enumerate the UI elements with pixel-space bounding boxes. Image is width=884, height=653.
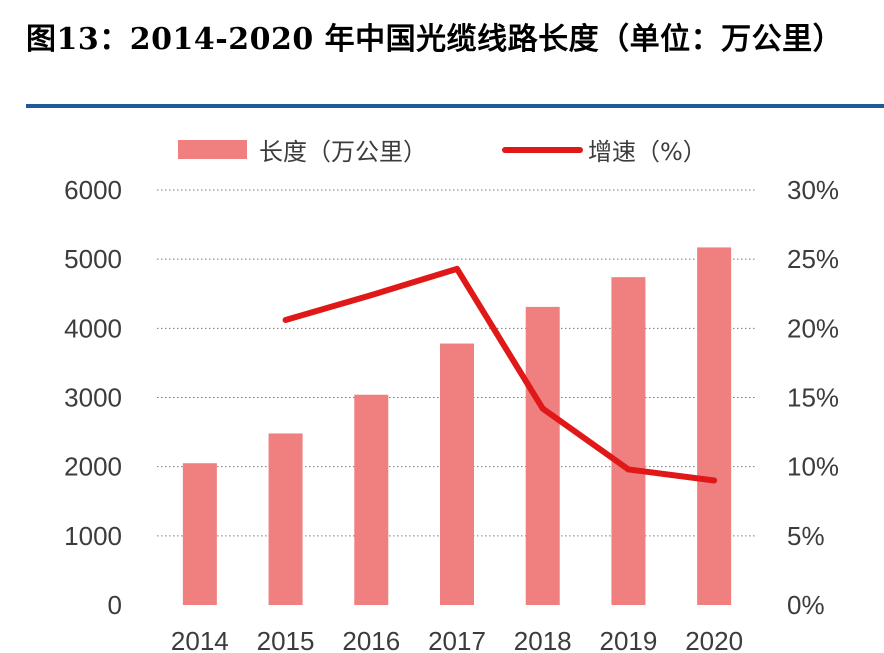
- legend-bar-label: 长度（万公里）: [259, 138, 427, 166]
- right-axis: 0% 5% 10% 15% 20% 25% 30%: [787, 175, 839, 620]
- x-tick-label: 2018: [514, 626, 572, 653]
- left-tick-label: 4000: [64, 313, 122, 343]
- bar-series: [182, 247, 732, 606]
- left-tick-label: 6000: [64, 175, 122, 205]
- legend-line-label: 增速（%）: [588, 138, 707, 166]
- bar: [525, 306, 560, 605]
- bar: [182, 463, 217, 605]
- bar: [268, 433, 303, 605]
- x-tick-label: 2020: [685, 626, 743, 653]
- legend: 长度（万公里） 增速（%）: [178, 138, 707, 166]
- line-series: [282, 265, 718, 484]
- left-tick-label: 2000: [64, 452, 122, 482]
- right-tick-label: 20%: [787, 313, 839, 343]
- x-axis: 2014 2015 2016 2017 2018 2019 2020: [171, 626, 743, 653]
- left-tick-label: 1000: [64, 521, 122, 551]
- chart-title: 图13：2014-2020 年中国光缆线路长度（单位：万公里）: [26, 22, 844, 57]
- left-tick-label: 0: [108, 590, 122, 620]
- x-tick-label: 2019: [600, 626, 658, 653]
- right-tick-label: 0%: [787, 590, 825, 620]
- x-tick-label: 2017: [428, 626, 486, 653]
- x-tick-label: 2016: [342, 626, 400, 653]
- right-tick-label: 10%: [787, 452, 839, 482]
- right-tick-label: 5%: [787, 521, 825, 551]
- legend-bar-swatch: [178, 140, 247, 159]
- title-divider: [26, 104, 884, 108]
- right-tick-label: 15%: [787, 383, 839, 413]
- right-tick-label: 25%: [787, 244, 839, 274]
- bar: [611, 277, 646, 605]
- bar: [697, 247, 732, 606]
- left-tick-label: 3000: [64, 383, 122, 413]
- left-axis: 0 1000 2000 3000 4000 5000 6000: [64, 175, 122, 620]
- right-tick-label: 30%: [787, 175, 839, 205]
- x-tick-label: 2014: [171, 626, 229, 653]
- growth-line: [282, 265, 718, 484]
- bar: [440, 343, 474, 605]
- x-tick-label: 2015: [257, 626, 315, 653]
- left-tick-label: 5000: [64, 244, 122, 274]
- bar: [354, 394, 389, 605]
